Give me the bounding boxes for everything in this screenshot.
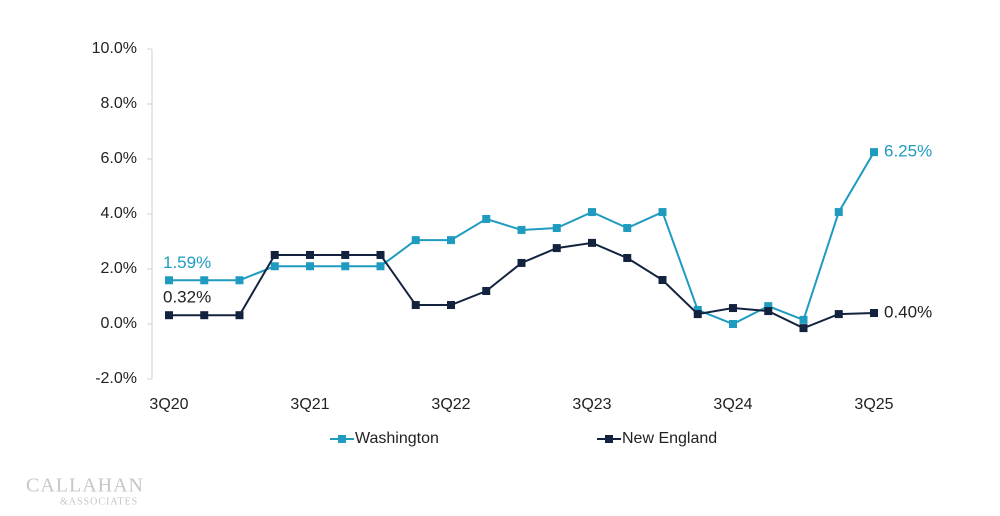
y-tick-label: 6.0%	[101, 150, 137, 167]
point	[623, 224, 632, 233]
value-label: 0.32%	[163, 288, 211, 307]
point	[411, 236, 420, 245]
logo-line2: &ASSOCIATES	[60, 496, 138, 507]
point	[165, 276, 173, 285]
y-tick-label: -2.0%	[95, 370, 137, 387]
point	[588, 238, 596, 247]
point	[235, 276, 244, 285]
y-tick-label: 0.0%	[101, 315, 137, 332]
point	[270, 250, 279, 259]
point	[411, 301, 420, 310]
x-tick-label: 3Q23	[572, 396, 611, 413]
point	[200, 311, 209, 320]
point	[517, 225, 526, 234]
logo-line1: CALLAHAN	[26, 475, 144, 497]
point	[552, 224, 561, 233]
point	[517, 258, 526, 267]
point	[200, 276, 209, 285]
point	[482, 214, 491, 223]
point	[870, 309, 878, 317]
point	[165, 311, 173, 320]
y-tick-label: 10.0%	[92, 40, 137, 57]
series-line	[169, 151, 875, 326]
point	[341, 250, 350, 259]
point	[376, 250, 385, 259]
point	[729, 320, 737, 328]
point	[658, 276, 667, 284]
point	[235, 311, 244, 320]
point	[623, 254, 632, 262]
legend-label: New England	[622, 430, 717, 447]
point	[658, 208, 667, 217]
point	[588, 208, 596, 217]
point	[764, 302, 773, 311]
point	[270, 262, 279, 271]
point	[482, 287, 491, 295]
y-tick-label: 4.0%	[101, 205, 137, 222]
point	[693, 310, 702, 319]
point	[799, 324, 808, 333]
legend-label: Washington	[355, 430, 439, 447]
point	[341, 262, 350, 271]
point	[870, 148, 878, 157]
x-tick-label: 3Q25	[854, 396, 893, 413]
value-label: 1.59%	[163, 253, 211, 272]
point	[376, 262, 385, 271]
value-label: 0.40%	[884, 302, 932, 321]
point	[447, 236, 455, 245]
point	[729, 304, 737, 313]
point	[834, 310, 843, 319]
point	[306, 250, 314, 259]
x-tick-label: 3Q21	[290, 396, 329, 413]
value-label: 6.25%	[884, 142, 932, 161]
legend-marker	[338, 435, 346, 443]
x-tick-label: 3Q24	[713, 396, 752, 413]
x-tick-label: 3Q22	[431, 396, 470, 413]
point	[799, 315, 808, 324]
x-tick-label: 3Q20	[149, 396, 188, 413]
y-tick-label: 2.0%	[101, 260, 137, 277]
legend-marker	[605, 435, 613, 443]
point	[306, 262, 314, 271]
point	[764, 307, 773, 316]
point	[834, 208, 843, 217]
point	[552, 244, 561, 253]
point	[447, 301, 455, 310]
point	[693, 305, 702, 314]
y-tick-label: 8.0%	[101, 95, 137, 112]
